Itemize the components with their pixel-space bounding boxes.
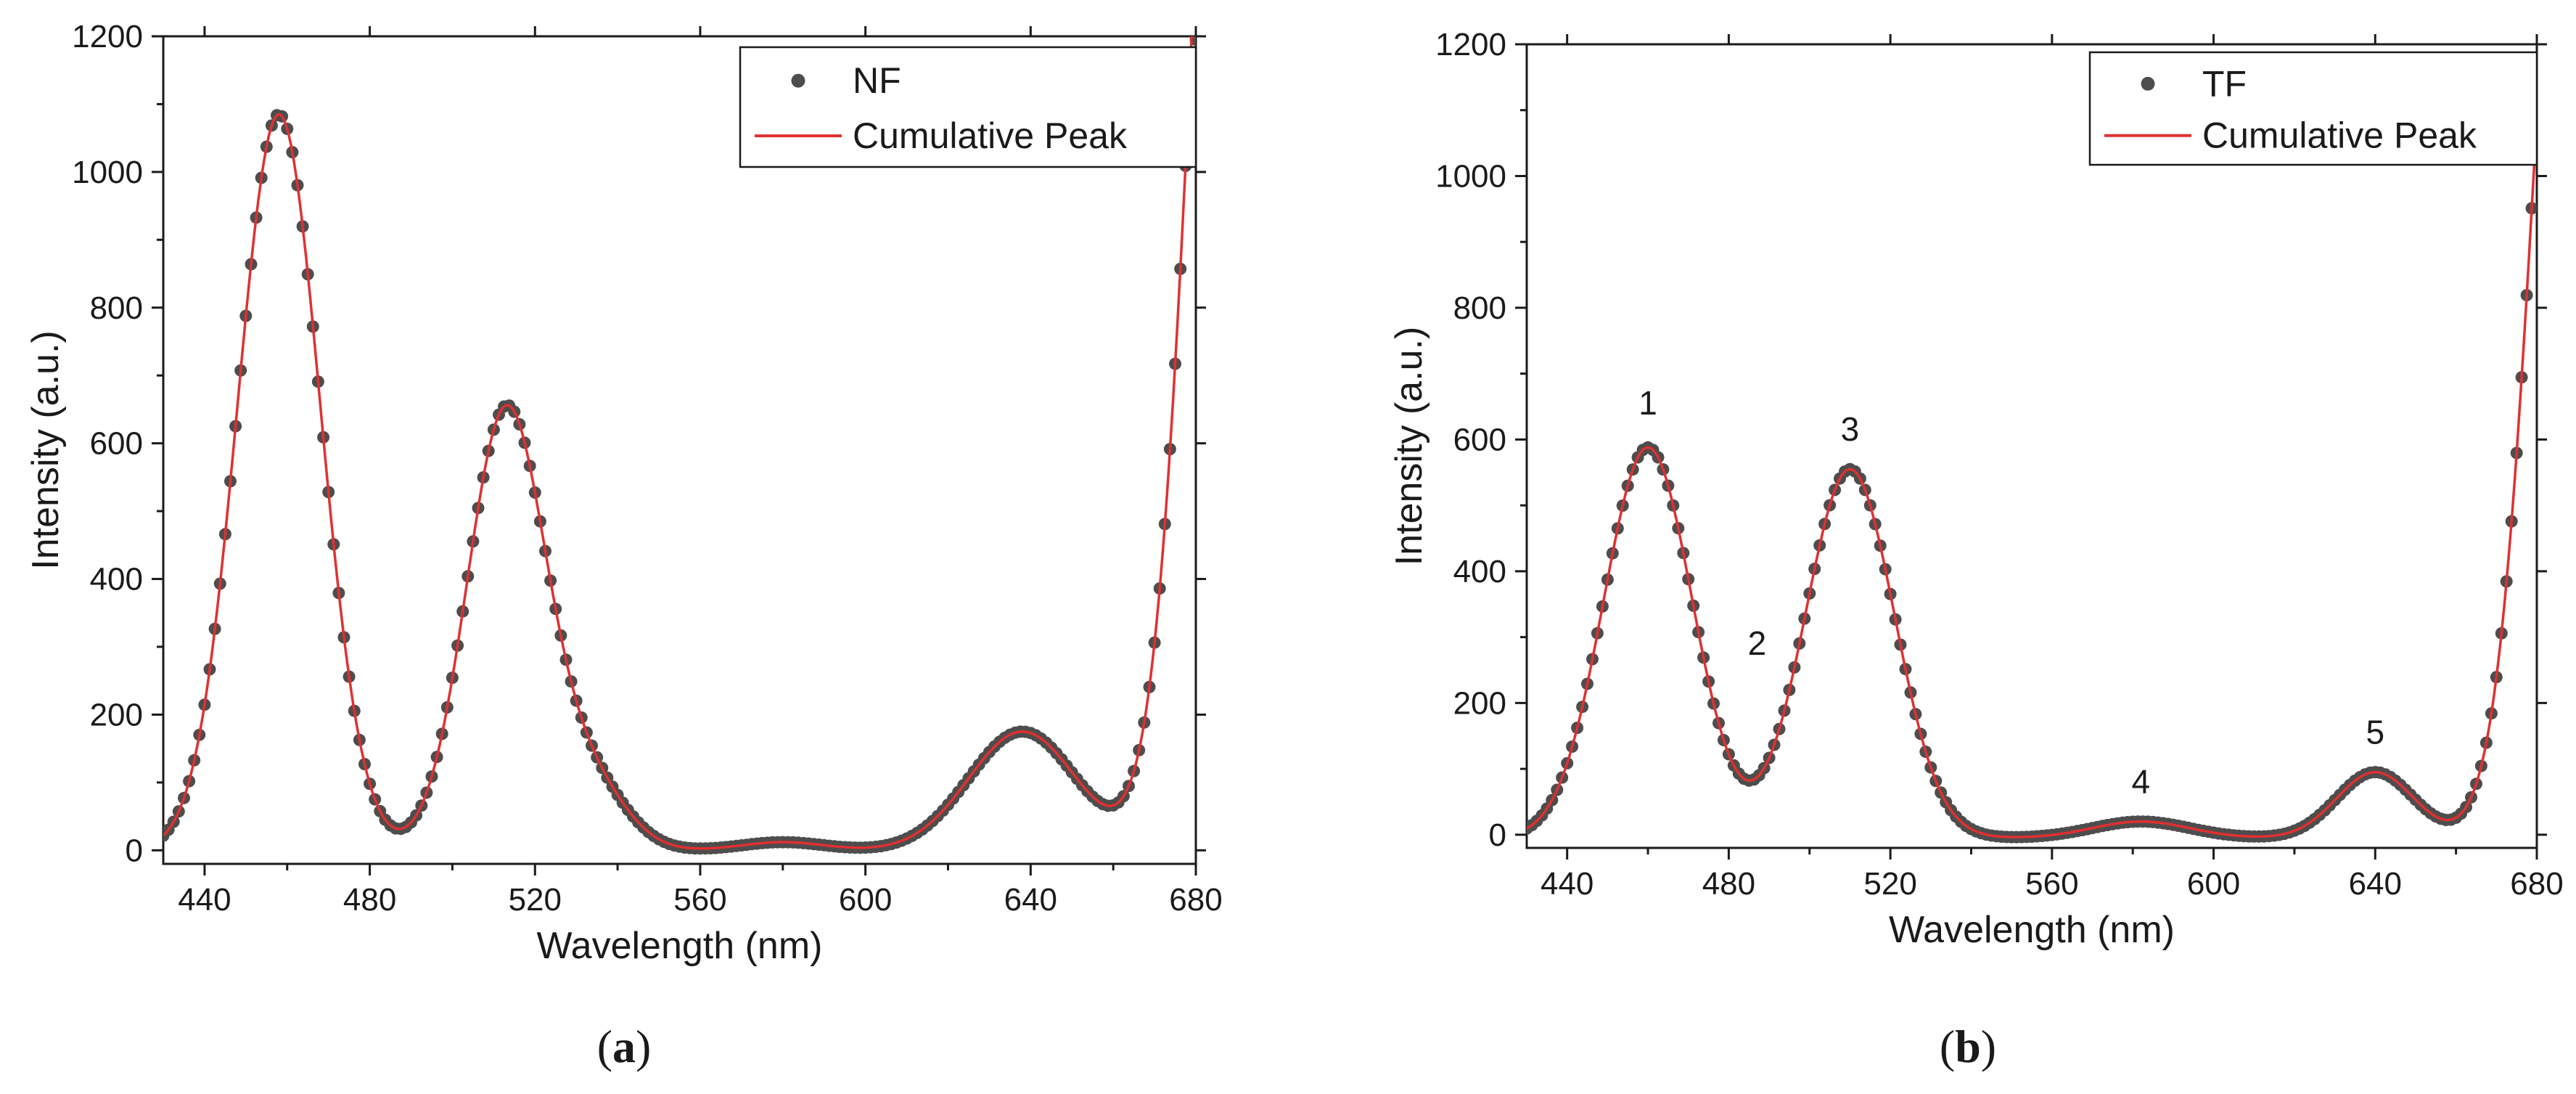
panel-label: (a) <box>597 1021 652 1072</box>
plot-frame <box>162 35 1197 865</box>
panel-label-letter: b <box>1955 1021 1981 1072</box>
legend-marker-points <box>2141 76 2155 91</box>
y-tick-label: 800 <box>90 290 143 326</box>
x-tick-label: 600 <box>839 882 892 918</box>
x-tick-label: 520 <box>509 882 562 918</box>
x-tick-label: 440 <box>178 882 231 918</box>
legend-label-line: Cumulative Peak <box>853 115 1128 156</box>
plot-area <box>1527 113 2537 844</box>
y-tick-label: 400 <box>1453 554 1506 589</box>
legend-marker-points <box>791 73 805 88</box>
y-axis-label: Intensity (a.u.) <box>1388 327 1430 566</box>
x-tick-label: 560 <box>673 882 726 918</box>
y-tick-label: 1000 <box>1435 158 1506 194</box>
panel-label: (b) <box>1940 1021 1996 1072</box>
x-axis-label: Wavelength (nm) <box>1889 909 2175 951</box>
legend-label-line: Cumulative Peak <box>2202 115 2477 156</box>
x-tick-label: 440 <box>1541 866 1593 902</box>
peak-label: 1 <box>1638 384 1657 422</box>
legend-label-points: NF <box>853 60 901 101</box>
x-tick-label: 600 <box>2187 866 2240 902</box>
panel-label-close: ) <box>636 1021 651 1072</box>
plot-frame <box>1525 43 2538 849</box>
legend-box <box>739 46 1197 168</box>
x-tick-label: 480 <box>343 882 396 918</box>
peak-label: 4 <box>2132 763 2151 801</box>
chart-panel-b: 440 480 520 560 600 640 6800200400600800100012… <box>1388 27 2564 1072</box>
panel-label-open: ( <box>1940 1021 1955 1072</box>
legend: TF Cumulative Peak <box>2088 51 2538 166</box>
x-tick-label: 680 <box>2510 866 2563 902</box>
legend-box <box>2088 51 2538 166</box>
y-tick-label: 0 <box>126 833 143 868</box>
y-tick-label: 600 <box>90 426 143 462</box>
panel-label-letter: a <box>612 1021 636 1072</box>
y-axis-label: Intensity (a.u.) <box>25 330 67 569</box>
y-tick-label: 600 <box>1453 422 1506 457</box>
legend-label-points: TF <box>2202 63 2247 104</box>
plot-area <box>163 36 1196 855</box>
panel-label-open: ( <box>597 1021 612 1072</box>
chart-panel-a: 440 480 520 560 600 640 680 0 200 400 600 800 1000 12… <box>25 19 1223 1072</box>
y-tick-label: 0 <box>1489 817 1506 853</box>
x-tick-label: 560 <box>2025 866 2078 902</box>
peak-label: 2 <box>1748 624 1767 662</box>
y-tick-label: 1200 <box>72 19 143 54</box>
x-tick-label: 640 <box>1004 882 1057 918</box>
x-tick-label: 480 <box>1702 866 1755 902</box>
fit-line <box>1527 118 2537 838</box>
panel-label-close: ) <box>1981 1021 1996 1072</box>
x-axis-label: Wavelength (nm) <box>537 925 823 967</box>
x-tick-label: 640 <box>2349 866 2402 902</box>
fit-line <box>163 36 1193 850</box>
y-tick-label: 200 <box>90 697 143 732</box>
y-tick-label: 1200 <box>1435 27 1506 62</box>
legend: NF Cumulative Peak <box>739 46 1197 168</box>
peak-label: 3 <box>1841 410 1860 448</box>
peak-label: 5 <box>2366 714 2384 751</box>
y-tick-label: 1000 <box>72 155 143 190</box>
y-tick-label: 200 <box>1453 685 1506 721</box>
x-tick-label: 680 <box>1169 882 1222 918</box>
y-tick-label: 800 <box>1453 290 1506 326</box>
x-tick-label: 520 <box>1863 866 1916 902</box>
y-tick-label: 400 <box>90 562 143 597</box>
